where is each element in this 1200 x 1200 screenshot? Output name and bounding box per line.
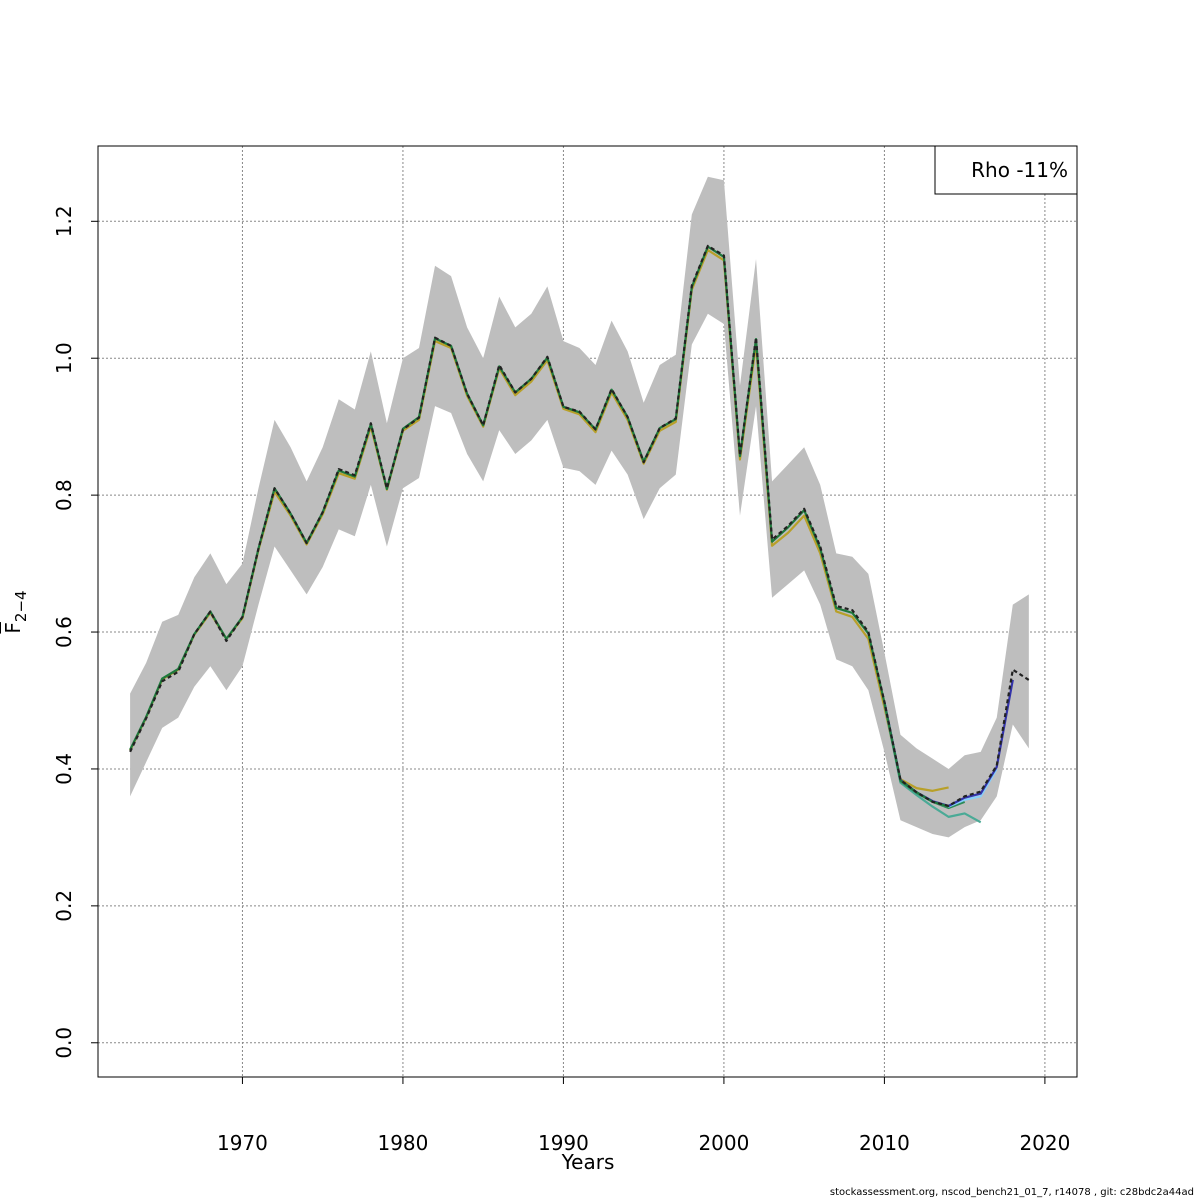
confidence-band <box>130 176 1029 838</box>
y-axis-title-base: F <box>1 622 25 634</box>
y-tick-label-1.2: 1.2 <box>52 205 76 237</box>
y-tick-label-0.2: 0.2 <box>52 890 76 922</box>
legend-box <box>934 145 1078 195</box>
x-tick-label-2020: 2020 <box>1019 1131 1070 1155</box>
y-tick-label-0.6: 0.6 <box>52 616 76 648</box>
x-tick-label-1990: 1990 <box>538 1131 589 1155</box>
legend-text: Rho -11% <box>971 158 1068 182</box>
x-tick-label-2000: 2000 <box>698 1131 749 1155</box>
x-tick-label-1980: 1980 <box>377 1131 428 1155</box>
legend: Rho -11% <box>934 145 1078 195</box>
plot-area-frame <box>97 145 1078 1078</box>
svg-text:F2−4: F2−4 <box>1 590 30 633</box>
series-line-2 <box>883 703 982 824</box>
x-tick-label-1970: 1970 <box>217 1131 268 1155</box>
footer-credit: stockassessment.org, nscod_bench21_01_7,… <box>829 1187 1194 1198</box>
y-tick-label-0: 0.0 <box>52 1027 76 1059</box>
y-tick-label-0.8: 0.8 <box>52 479 76 511</box>
y-axis-title: F2−4 <box>1 590 30 633</box>
y-axis: 0.0 0.2 0.4 0.6 0.8 1.0 1.2 <box>52 205 98 1059</box>
y-tick-label-0.4: 0.4 <box>52 753 76 785</box>
x-axis: 1970 1980 1990 2000 2010 2020 <box>217 1077 1070 1155</box>
y-axis-title-subscript: 2−4 <box>12 590 30 622</box>
confidence-band-layer <box>130 176 1029 838</box>
series-layer <box>129 244 1030 824</box>
x-tick-label-2010: 2010 <box>859 1131 910 1155</box>
y-tick-label-1: 1.0 <box>52 342 76 374</box>
series-line-7 <box>129 244 1030 808</box>
x-axis-title: Years <box>561 1150 615 1174</box>
